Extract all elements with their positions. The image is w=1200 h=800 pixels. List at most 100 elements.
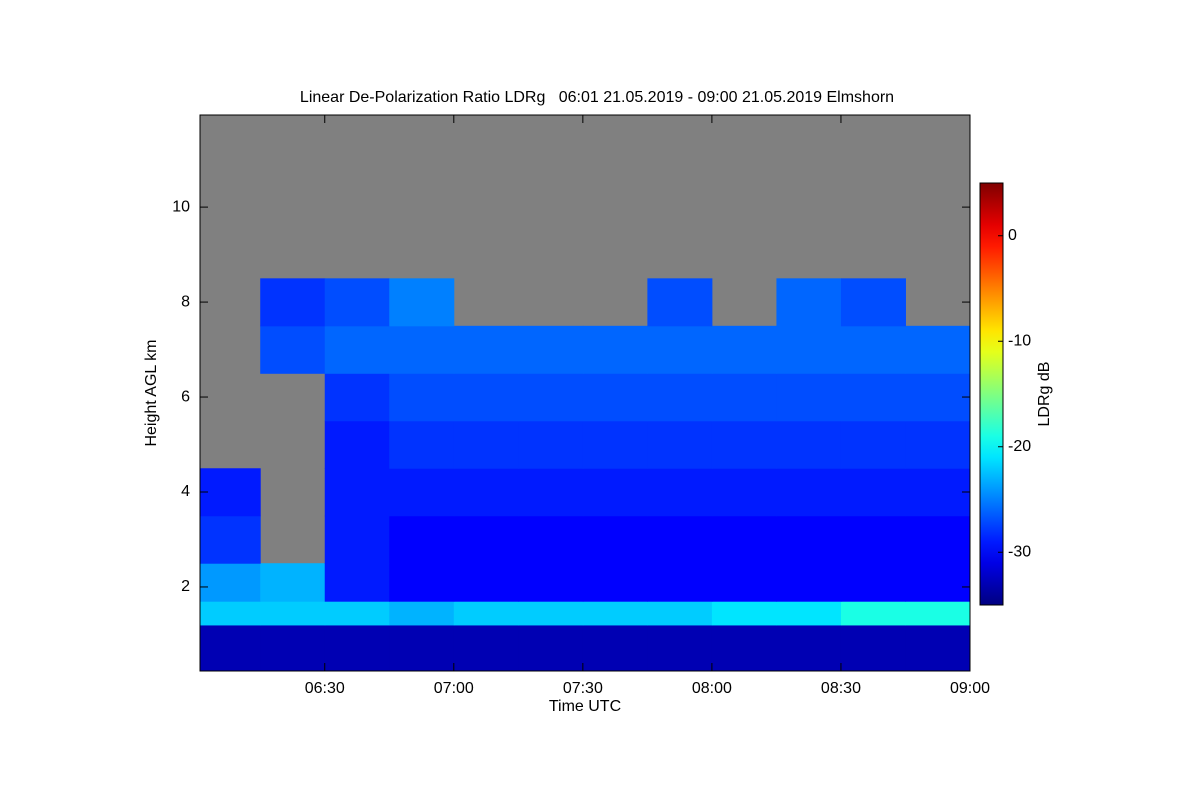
heatmap-cell (711, 515, 777, 564)
heatmap-cell (518, 468, 584, 517)
heatmap-cell (518, 373, 584, 422)
heatmap-cell (647, 515, 713, 564)
heatmap-cell (324, 420, 390, 469)
x-tick-label: 07:00 (434, 680, 474, 697)
heatmap-cell (200, 624, 261, 672)
x-tick-label: 08:00 (692, 680, 732, 697)
heatmap-cell (840, 468, 906, 517)
colorbar (979, 182, 1004, 606)
heatmap-cell (840, 624, 906, 672)
heatmap-cell (260, 325, 326, 374)
heatmap-cell (840, 373, 906, 422)
y-tick-label: 2 (181, 578, 190, 595)
heatmap-cell (905, 601, 971, 626)
heatmap-cell (647, 420, 713, 469)
heatmap-cell (776, 325, 842, 374)
heatmap-cell (324, 278, 390, 327)
heatmap-cell (840, 515, 906, 564)
heatmap-cell (840, 563, 906, 602)
heatmap-cell (582, 468, 648, 517)
heatmap-cell (711, 420, 777, 469)
heatmap-cell (776, 420, 842, 469)
heatmap-cell (711, 624, 777, 672)
x-axis-label: Time UTC (549, 698, 621, 715)
heatmap-cell (324, 468, 390, 517)
heatmap-cell (518, 601, 584, 626)
heatmap-cell (324, 601, 390, 626)
heatmap-cell (776, 601, 842, 626)
y-tick-label: 6 (181, 388, 190, 405)
heatmap-cell (453, 563, 519, 602)
heatmap-cell (453, 325, 519, 374)
heatmap-cell (905, 373, 971, 422)
heatmap-cell (840, 420, 906, 469)
heatmap-cell (389, 420, 455, 469)
heatmap-cell (840, 325, 906, 374)
heatmap-cell (776, 563, 842, 602)
y-tick-label: 8 (181, 293, 190, 310)
heatmap-cell (776, 468, 842, 517)
heatmap-cell (582, 515, 648, 564)
heatmap-cell (453, 468, 519, 517)
heatmap-cell (711, 468, 777, 517)
heatmap-cell (776, 373, 842, 422)
heatmap-cell (260, 563, 326, 602)
heatmap-cell (453, 373, 519, 422)
heatmap-cell (840, 278, 906, 327)
heatmap-cell (905, 515, 971, 564)
heatmap-cell (647, 624, 713, 672)
heatmap-cell (389, 373, 455, 422)
heatmap-cell (518, 624, 584, 672)
heatmap-cell (389, 278, 455, 327)
y-tick-label: 10 (172, 198, 190, 215)
heatmap-cell (840, 601, 906, 626)
heatmap-cell (711, 325, 777, 374)
heatmap-cell (453, 601, 519, 626)
colorbar-tick-label: -10 (1008, 332, 1031, 349)
heatmap-cell (324, 373, 390, 422)
heatmap-cell (200, 468, 261, 517)
heatmap-cell (518, 325, 584, 374)
heatmap-cell (453, 515, 519, 564)
chart-title: Linear De-Polarization Ratio LDRg 06:01 … (300, 89, 894, 106)
heatmap-cell (905, 325, 971, 374)
heatmap-cell (389, 515, 455, 564)
heatmap-cell (711, 373, 777, 422)
x-tick-label: 08:30 (821, 680, 861, 697)
heatmap-cell (389, 624, 455, 672)
heatmap-cell (647, 563, 713, 602)
heatmap-cell (389, 563, 455, 602)
heatmap-cell (905, 420, 971, 469)
heatmap-cell (200, 601, 261, 626)
heatmap-cell (518, 420, 584, 469)
y-axis-label: Height AGL km (143, 339, 160, 446)
heatmap-cell (647, 601, 713, 626)
heatmap-cell (324, 325, 390, 374)
heatmap-cell (776, 515, 842, 564)
heatmap-cell (518, 515, 584, 564)
heatmap-cell (647, 373, 713, 422)
heatmap-cell (582, 420, 648, 469)
colorbar-label: LDRg dB (1036, 362, 1053, 427)
x-tick-label: 07:30 (563, 680, 603, 697)
heatmap-cell (518, 563, 584, 602)
heatmap-cell (453, 420, 519, 469)
heatmap-cell (324, 624, 390, 672)
heatmap-cell (200, 563, 261, 602)
heatmap-cell (324, 515, 390, 564)
heatmap-cell (582, 624, 648, 672)
heatmap-cell (200, 515, 261, 564)
heatmap-cell (389, 325, 455, 374)
heatmap-cell (453, 624, 519, 672)
heatmap-cell (711, 601, 777, 626)
colorbar-tick-label: 0 (1008, 227, 1017, 244)
heatmap-cell (905, 468, 971, 517)
x-tick-label: 09:00 (950, 680, 990, 697)
heatmap-cell (582, 563, 648, 602)
plot-frame (199, 114, 971, 672)
heatmap-cell (324, 563, 390, 602)
heatmap-cell (582, 373, 648, 422)
heatmap-cell (776, 624, 842, 672)
heatmap-cell (582, 601, 648, 626)
